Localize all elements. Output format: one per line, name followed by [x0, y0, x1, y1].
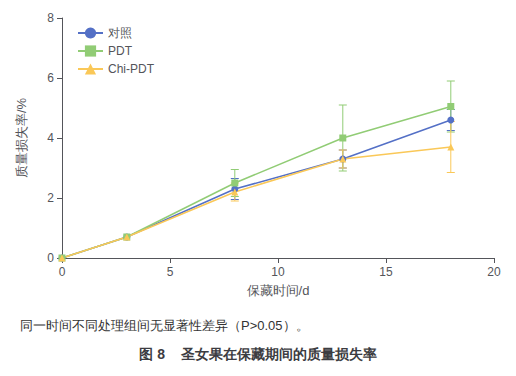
svg-text:20: 20 — [487, 265, 501, 279]
svg-text:6: 6 — [47, 71, 54, 85]
svg-text:5: 5 — [167, 265, 174, 279]
svg-text:质量损失率/%: 质量损失率/% — [14, 97, 29, 178]
svg-text:保藏时间/d: 保藏时间/d — [247, 283, 310, 298]
svg-text:0: 0 — [47, 251, 54, 265]
svg-text:0: 0 — [59, 265, 66, 279]
svg-text:10: 10 — [271, 265, 285, 279]
svg-text:对照: 对照 — [108, 26, 132, 40]
svg-text:同一时间不同处理组间无显著性差异（P>0.05）。: 同一时间不同处理组间无显著性差异（P>0.05）。 — [20, 318, 309, 333]
svg-text:8: 8 — [47, 11, 54, 25]
svg-text:4: 4 — [47, 131, 54, 145]
svg-text:Chi-PDT: Chi-PDT — [108, 62, 155, 76]
svg-text:PDT: PDT — [108, 44, 133, 58]
svg-text:2: 2 — [47, 191, 54, 205]
svg-text:图 8 圣女果在保藏期间的质量损失率: 图 8 圣女果在保藏期间的质量损失率 — [139, 346, 376, 362]
svg-text:15: 15 — [379, 265, 393, 279]
